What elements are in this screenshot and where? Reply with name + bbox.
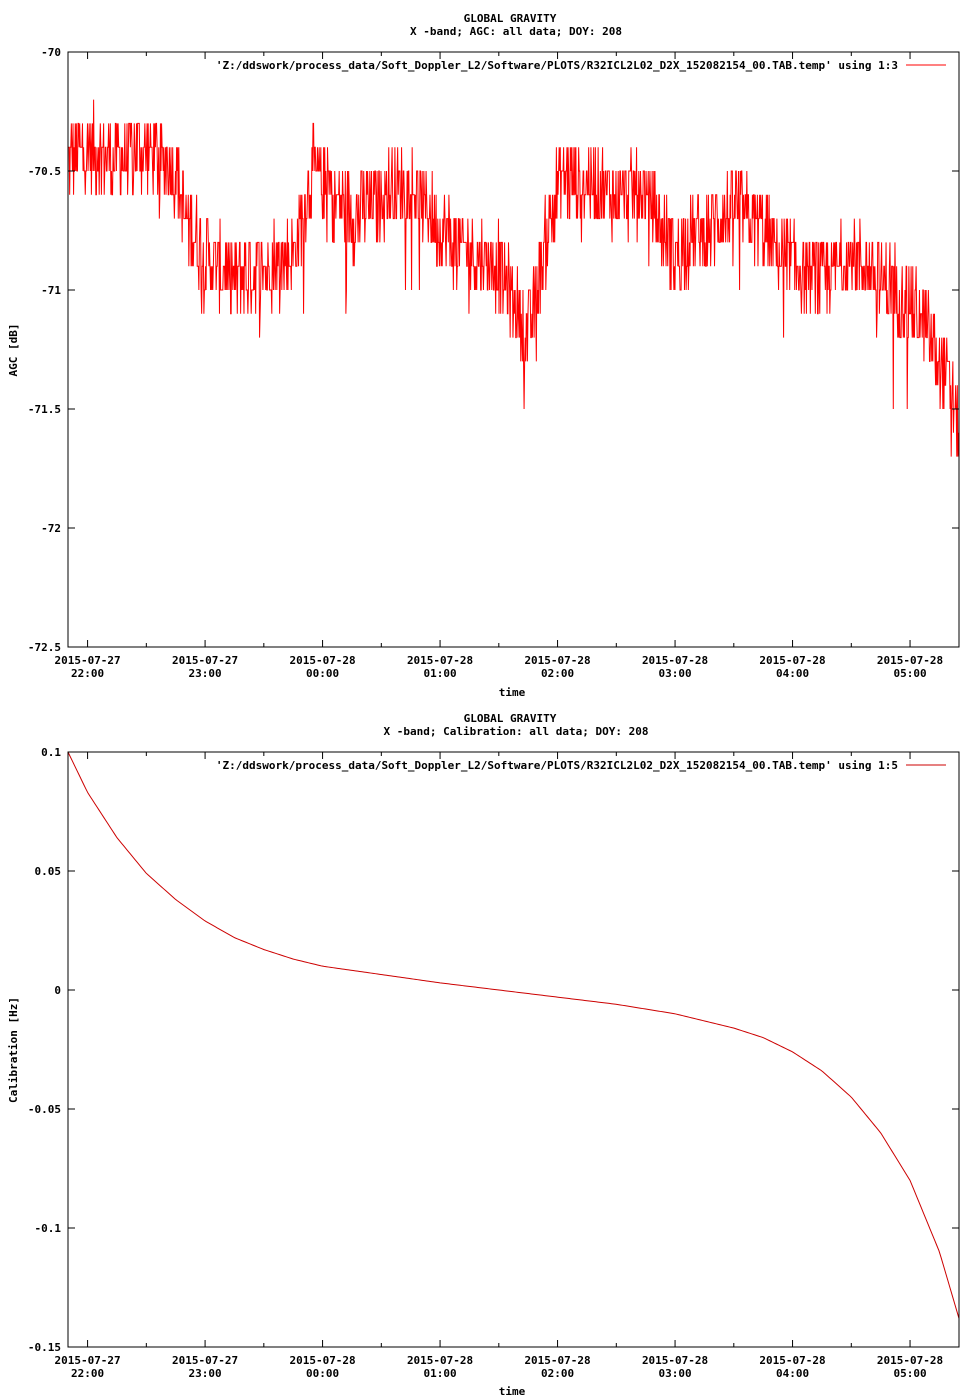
series-line xyxy=(67,751,960,1319)
x-axis-label: time xyxy=(499,1385,526,1398)
chart-subtitle: X -band; Calibration: all data; DOY: 208 xyxy=(384,725,649,738)
x-tick-time: 03:00 xyxy=(658,1367,691,1380)
x-tick-date: 2015-07-28 xyxy=(759,654,825,667)
x-tick-time: 01:00 xyxy=(424,667,457,680)
x-tick-time: 23:00 xyxy=(189,667,222,680)
agc-chart: GLOBAL GRAVITY X -band; AGC: all data; D… xyxy=(7,12,960,699)
y-axis-ticks: 0.1 0.05 0 -0.05 -0.1 -0.15 xyxy=(28,746,959,1354)
x-tick-date: 2015-07-28 xyxy=(407,1354,473,1367)
legend: 'Z:/ddswork/process_data/Soft_Doppler_L2… xyxy=(216,59,946,72)
x-tick-date: 2015-07-28 xyxy=(759,1354,825,1367)
y-tick-label: -71 xyxy=(41,284,61,297)
y-tick-label: -72.5 xyxy=(28,641,61,654)
x-tick-time: 04:00 xyxy=(776,667,809,680)
agc-series-plot xyxy=(68,99,960,457)
y-tick-label: -70.5 xyxy=(28,165,61,178)
x-axis-ticks: 2015-07-2722:002015-07-2723:002015-07-28… xyxy=(54,752,943,1380)
y-tick-label: 0.1 xyxy=(41,746,61,759)
calibration-series-plot xyxy=(67,751,960,1319)
x-tick-time: 23:00 xyxy=(189,1367,222,1380)
x-tick-time: 02:00 xyxy=(541,1367,574,1380)
x-tick-date: 2015-07-27 xyxy=(54,1354,120,1367)
y-tick-label: -0.15 xyxy=(28,1341,61,1354)
x-tick-date: 2015-07-28 xyxy=(289,654,355,667)
legend: 'Z:/ddswork/process_data/Soft_Doppler_L2… xyxy=(216,759,946,772)
y-tick-label: -0.05 xyxy=(28,1103,61,1116)
x-tick-date: 2015-07-28 xyxy=(407,654,473,667)
y-tick-label: -70 xyxy=(41,46,61,59)
x-tick-date: 2015-07-27 xyxy=(54,654,120,667)
x-tick-time: 03:00 xyxy=(658,667,691,680)
chart-subtitle: X -band; AGC: all data; DOY: 208 xyxy=(410,25,622,38)
y-tick-label: 0.05 xyxy=(35,865,62,878)
x-tick-time: 04:00 xyxy=(776,1367,809,1380)
chart-title: GLOBAL GRAVITY xyxy=(464,12,557,25)
x-tick-date: 2015-07-28 xyxy=(877,654,943,667)
x-tick-date: 2015-07-28 xyxy=(289,1354,355,1367)
x-tick-date: 2015-07-27 xyxy=(172,654,238,667)
x-tick-time: 01:00 xyxy=(424,1367,457,1380)
x-tick-date: 2015-07-28 xyxy=(642,1354,708,1367)
x-tick-date: 2015-07-28 xyxy=(877,1354,943,1367)
y-tick-label: -71.5 xyxy=(28,403,61,416)
x-tick-time: 22:00 xyxy=(71,667,104,680)
x-tick-time: 02:00 xyxy=(541,667,574,680)
x-tick-time: 05:00 xyxy=(893,1367,926,1380)
x-tick-date: 2015-07-28 xyxy=(524,1354,590,1367)
x-tick-date: 2015-07-28 xyxy=(642,654,708,667)
chart-title: GLOBAL GRAVITY xyxy=(464,712,557,725)
y-axis-label: AGC [dB] xyxy=(7,324,20,377)
x-tick-date: 2015-07-28 xyxy=(524,654,590,667)
legend-entry: 'Z:/ddswork/process_data/Soft_Doppler_L2… xyxy=(216,759,898,772)
y-axis-label: Calibration [Hz] xyxy=(7,997,20,1103)
legend-entry: 'Z:/ddswork/process_data/Soft_Doppler_L2… xyxy=(216,59,898,72)
y-tick-label: -72 xyxy=(41,522,61,535)
calibration-chart: GLOBAL GRAVITY X -band; Calibration: all… xyxy=(7,712,960,1398)
plot-frame xyxy=(67,751,960,1348)
y-tick-label: 0 xyxy=(54,984,61,997)
x-tick-time: 05:00 xyxy=(893,667,926,680)
x-axis-ticks: 2015-07-2722:002015-07-2723:002015-07-28… xyxy=(54,52,943,680)
x-tick-time: 00:00 xyxy=(306,667,339,680)
x-tick-time: 00:00 xyxy=(306,1367,339,1380)
y-axis-ticks: -70 -70.5 -71 -71.5 -72 -72.5 xyxy=(28,46,959,654)
x-tick-date: 2015-07-27 xyxy=(172,1354,238,1367)
x-axis-label: time xyxy=(499,686,526,699)
y-tick-label: -0.1 xyxy=(35,1222,62,1235)
series-line xyxy=(68,99,960,457)
plot-frame xyxy=(67,51,960,648)
x-tick-time: 22:00 xyxy=(71,1367,104,1380)
